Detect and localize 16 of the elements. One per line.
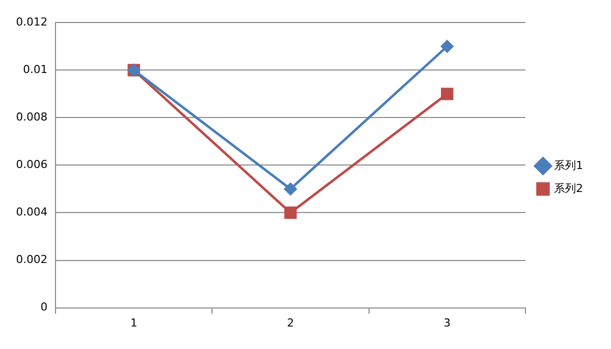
legend-label: 系列1: [554, 158, 583, 172]
y-tick-label: 0: [40, 300, 48, 314]
y-tick-label: 0.012: [16, 15, 48, 28]
x-tick-label: 3: [444, 316, 451, 330]
point: [284, 182, 297, 196]
x-tick-label: 1: [130, 316, 138, 330]
y-tick-label: 0.01: [22, 62, 48, 76]
point: [440, 40, 454, 53]
y-tick-label: 0.008: [16, 110, 48, 124]
y-tick-label: 0.002: [16, 253, 48, 266]
point: [440, 88, 454, 100]
x-tick-label: 2: [286, 316, 294, 330]
legend-label: 系列2: [554, 182, 583, 195]
point: [284, 206, 297, 219]
y-tick-label: 0.004: [16, 206, 48, 219]
y-tick-label: 0.006: [16, 158, 48, 172]
